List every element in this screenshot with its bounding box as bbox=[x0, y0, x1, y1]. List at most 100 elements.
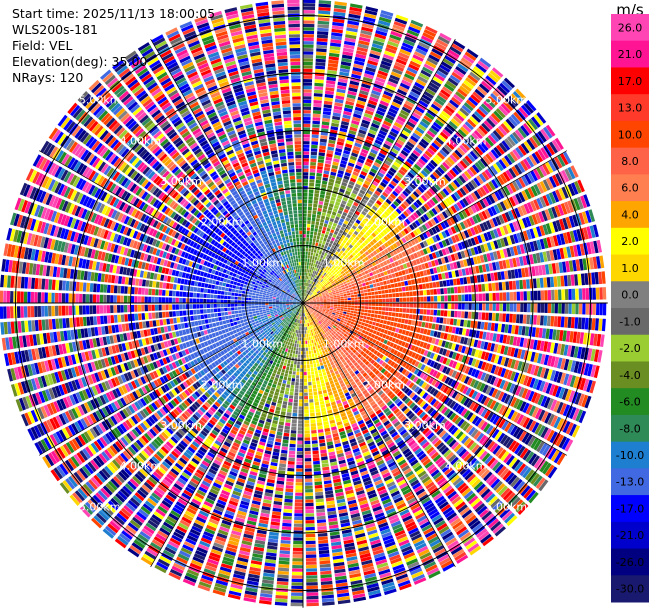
velocity-gate bbox=[330, 39, 342, 44]
velocity-gate bbox=[344, 172, 351, 177]
velocity-gate bbox=[389, 298, 393, 302]
velocity-gate bbox=[305, 279, 307, 283]
velocity-gate bbox=[408, 138, 417, 146]
velocity-gate bbox=[356, 207, 362, 213]
velocity-gate bbox=[333, 304, 338, 307]
velocity-gate bbox=[318, 394, 323, 398]
velocity-gate bbox=[338, 206, 344, 212]
velocity-gate bbox=[398, 313, 403, 318]
velocity-gate bbox=[327, 185, 333, 190]
velocity-gate bbox=[387, 284, 392, 289]
velocity-gate bbox=[303, 165, 309, 169]
velocity-gate bbox=[303, 68, 313, 72]
velocity-gate bbox=[330, 126, 339, 131]
velocity-gate bbox=[308, 262, 312, 266]
velocity-gate bbox=[396, 225, 403, 231]
velocity-gate bbox=[307, 287, 310, 291]
velocity-gate bbox=[425, 178, 433, 187]
velocity-gate bbox=[349, 324, 354, 328]
velocity-gate bbox=[318, 229, 322, 233]
velocity-gate bbox=[469, 116, 479, 126]
velocity-gate bbox=[461, 142, 471, 151]
velocity-gate bbox=[437, 192, 444, 200]
velocity-gate bbox=[347, 282, 351, 286]
velocity-gate bbox=[464, 285, 468, 293]
velocity-gate bbox=[434, 303, 438, 309]
velocity-gate bbox=[422, 153, 431, 161]
velocity-gate bbox=[316, 214, 321, 219]
velocity-gate bbox=[305, 255, 308, 259]
velocity-gate bbox=[442, 280, 447, 287]
velocity-gate bbox=[354, 106, 364, 112]
velocity-gate bbox=[376, 26, 389, 33]
velocity-gate bbox=[309, 292, 312, 296]
velocity-gate bbox=[476, 86, 488, 96]
velocity-gate bbox=[426, 289, 431, 296]
velocity-gate bbox=[510, 113, 521, 125]
velocity-gate bbox=[386, 233, 392, 240]
velocity-gate bbox=[315, 183, 321, 187]
velocity-gate bbox=[309, 276, 312, 280]
velocity-gate bbox=[359, 33, 372, 39]
velocity-gate bbox=[310, 252, 314, 256]
velocity-gate bbox=[340, 308, 344, 312]
velocity-gate bbox=[490, 132, 500, 143]
velocity-gate bbox=[385, 217, 392, 224]
velocity-gate bbox=[344, 298, 348, 301]
velocity-gate bbox=[489, 70, 502, 81]
velocity-gate bbox=[352, 189, 358, 195]
velocity-gate bbox=[386, 208, 392, 215]
velocity-gate bbox=[420, 169, 429, 178]
velocity-gate bbox=[315, 377, 320, 381]
velocity-gate bbox=[315, 221, 320, 226]
velocity-gate bbox=[361, 26, 373, 33]
velocity-gate bbox=[317, 268, 320, 273]
velocity-gate bbox=[454, 294, 458, 302]
velocity-gate bbox=[310, 288, 313, 292]
velocity-gate bbox=[388, 183, 395, 190]
velocity-gate bbox=[307, 217, 311, 221]
velocity-gate bbox=[342, 51, 354, 57]
velocity-gate bbox=[601, 318, 606, 332]
velocity-gate bbox=[498, 105, 509, 116]
velocity-gate bbox=[388, 215, 395, 222]
velocity-gate bbox=[360, 236, 366, 242]
velocity-gate bbox=[402, 190, 409, 197]
velocity-gate bbox=[446, 156, 455, 166]
velocity-gate bbox=[407, 94, 418, 102]
velocity-gate bbox=[337, 297, 341, 299]
velocity-gate bbox=[403, 210, 409, 218]
velocity-gate bbox=[554, 303, 558, 314]
velocity-gate bbox=[313, 363, 317, 368]
velocity-gate bbox=[307, 283, 310, 287]
velocity-gate bbox=[370, 168, 378, 174]
velocity-gate bbox=[363, 73, 374, 80]
velocity-gate bbox=[318, 0, 332, 5]
velocity-gate bbox=[543, 277, 548, 288]
velocity-gate bbox=[431, 275, 436, 281]
velocity-gate bbox=[423, 203, 431, 211]
velocity-gate bbox=[359, 151, 368, 158]
velocity-gate bbox=[315, 373, 319, 378]
velocity-gate bbox=[397, 55, 409, 63]
velocity-gate bbox=[316, 41, 328, 46]
velocity-gate bbox=[370, 148, 378, 155]
velocity-gate bbox=[418, 72, 430, 81]
velocity-gate bbox=[312, 127, 320, 132]
velocity-gate bbox=[303, 127, 311, 131]
velocity-gate bbox=[419, 315, 423, 321]
velocity-gate bbox=[384, 188, 391, 195]
velocity-gate bbox=[382, 324, 386, 329]
velocity-gate bbox=[392, 303, 396, 307]
velocity-gate bbox=[351, 204, 357, 210]
velocity-gate bbox=[540, 315, 544, 326]
velocity-gate bbox=[417, 278, 422, 284]
velocity-gate bbox=[372, 40, 385, 47]
velocity-gate bbox=[574, 274, 579, 286]
velocity-gate bbox=[303, 27, 315, 31]
velocity-gate bbox=[328, 272, 332, 276]
velocity-gate bbox=[363, 16, 376, 23]
velocity-gate bbox=[331, 265, 335, 270]
velocity-gate bbox=[522, 314, 527, 324]
velocity-gate bbox=[402, 163, 410, 171]
